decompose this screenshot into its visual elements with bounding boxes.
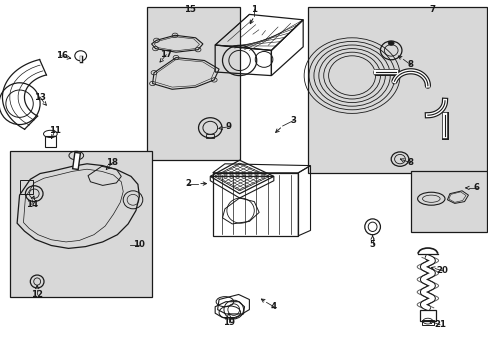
Text: 5: 5	[369, 240, 375, 248]
Text: 1: 1	[251, 4, 257, 13]
Bar	[45, 136, 56, 147]
Bar	[307, 7, 486, 173]
Bar	[410, 171, 486, 232]
Text: 4: 4	[270, 302, 276, 311]
Text: 21: 21	[433, 320, 445, 329]
Text: 8: 8	[407, 60, 413, 69]
Text: 9: 9	[225, 122, 231, 131]
Text: 12: 12	[31, 290, 43, 299]
Text: 3: 3	[290, 116, 296, 125]
Text: 7: 7	[429, 4, 435, 13]
Text: 6: 6	[473, 184, 479, 192]
Text: 16: 16	[56, 51, 67, 60]
Ellipse shape	[387, 41, 393, 45]
Bar	[206, 134, 214, 138]
Bar	[212, 173, 298, 236]
Text: 20: 20	[436, 266, 447, 275]
Bar	[421, 320, 433, 325]
Text: 14: 14	[26, 200, 38, 209]
Text: 17: 17	[160, 50, 172, 59]
Text: 8: 8	[407, 158, 413, 167]
Text: 2: 2	[185, 179, 191, 188]
Text: 19: 19	[223, 318, 234, 327]
Text: 11: 11	[49, 126, 61, 135]
Bar	[10, 151, 151, 297]
Bar	[419, 310, 435, 321]
Bar	[146, 7, 239, 160]
Text: 10: 10	[133, 240, 145, 249]
Text: 15: 15	[183, 4, 195, 13]
Text: 13: 13	[34, 93, 46, 102]
Text: 18: 18	[106, 158, 118, 167]
